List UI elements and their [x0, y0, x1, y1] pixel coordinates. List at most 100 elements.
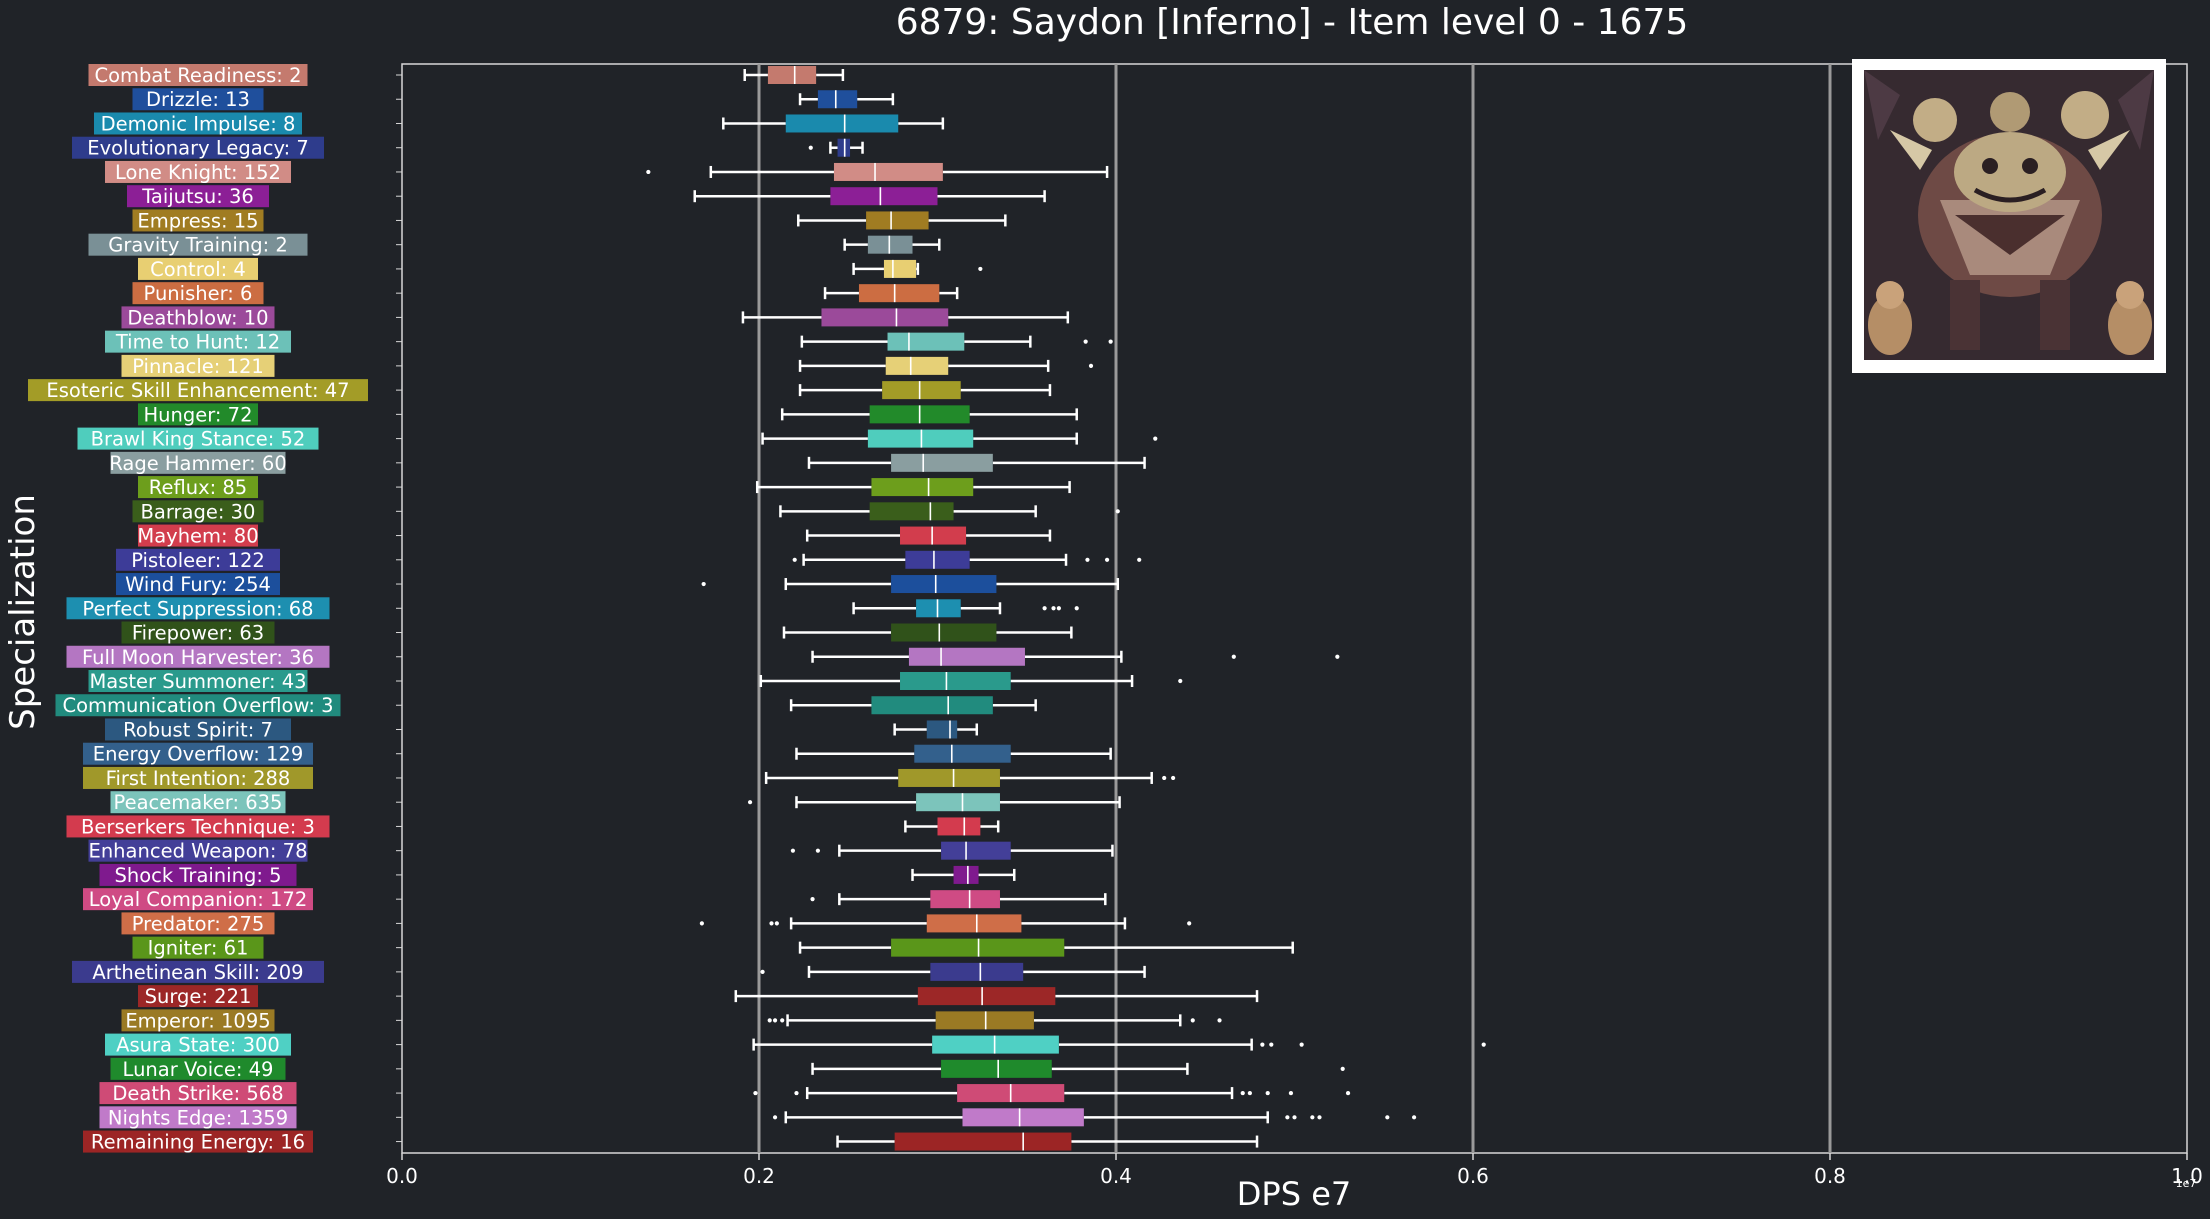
- x-offset-label: 1e7: [2176, 1177, 2197, 1190]
- category-label-background: [99, 863, 297, 886]
- box: [894, 1132, 1072, 1151]
- category-label-background: [121, 621, 275, 644]
- box-group: [396, 526, 1052, 545]
- outlier-point: [699, 921, 704, 926]
- category-label-background: [110, 451, 286, 474]
- box: [883, 259, 917, 278]
- category-label: Evolutionary Legacy: 7: [87, 137, 309, 160]
- category-label-background: [121, 912, 275, 935]
- category-label: Remaining Energy: 16: [91, 1131, 305, 1154]
- box-group: [396, 647, 1340, 666]
- category-label: Gravity Training: 2: [108, 234, 288, 257]
- box: [833, 162, 943, 181]
- box: [891, 453, 993, 472]
- category-label: Robust Spirit: 7: [123, 718, 273, 741]
- category-label-background: [138, 476, 258, 499]
- category-label-background: [132, 209, 264, 232]
- category-label: Loyal Companion: 172: [89, 888, 307, 911]
- outlier-point: [772, 1115, 778, 1120]
- category-label-background: [88, 233, 308, 256]
- category-label-background: [99, 1106, 297, 1129]
- outlier-point: [815, 848, 821, 853]
- box: [817, 90, 858, 109]
- category-label: Drizzle: 13: [146, 88, 250, 111]
- box: [871, 478, 974, 497]
- box: [930, 890, 1000, 909]
- category-label-background: [83, 1130, 313, 1153]
- category-label-background: [127, 185, 269, 208]
- box-group: [396, 841, 1114, 860]
- category-label: Hunger: 72: [143, 403, 252, 426]
- category-label-background: [72, 136, 324, 159]
- box-group: [396, 962, 1146, 981]
- category-label-background: [110, 1057, 286, 1080]
- x-tick-label: 0.4: [1100, 1164, 1132, 1188]
- category-label: Deathblow: 10: [127, 306, 268, 329]
- category-label: Energy Overflow: 129: [93, 743, 303, 766]
- box-group: [396, 259, 983, 278]
- category-label-background: [28, 379, 368, 402]
- category-label: Mayhem: 80: [137, 525, 258, 548]
- category-label-background: [138, 403, 258, 426]
- outlier-point: [753, 1090, 758, 1096]
- outlier-point: [1115, 509, 1120, 514]
- outlier-point: [1217, 1018, 1222, 1023]
- category-label-background: [132, 88, 264, 111]
- box-group: [396, 502, 1120, 521]
- box-group: [396, 744, 1112, 763]
- box: [866, 211, 929, 230]
- box: [885, 356, 949, 375]
- category-label: Control: 4: [150, 258, 246, 281]
- outlier-point: [1299, 1042, 1304, 1047]
- category-label-background: [72, 960, 324, 983]
- outlier-point: [646, 169, 651, 175]
- outlier-point: [780, 1018, 785, 1023]
- category-label-background: [55, 694, 341, 717]
- category-label: Wind Fury: 254: [125, 573, 271, 596]
- outlier-point: [767, 1018, 772, 1023]
- category-label-background: [66, 597, 330, 620]
- outlier-point: [1074, 606, 1079, 611]
- category-label: First Intention: 288: [106, 767, 291, 790]
- box-group: [396, 623, 1073, 642]
- outlier-point: [1153, 436, 1158, 441]
- box: [935, 1011, 1034, 1030]
- box: [905, 550, 970, 569]
- category-label: Igniter: 61: [148, 937, 249, 960]
- category-label-background: [121, 354, 275, 377]
- box-group: [396, 235, 941, 254]
- outlier-point: [1247, 1090, 1252, 1096]
- box: [916, 599, 961, 618]
- box-group: [396, 90, 895, 109]
- category-label: Punisher: 6: [144, 282, 253, 305]
- category-label-background: [94, 112, 302, 135]
- box-group: [396, 550, 1142, 569]
- box-group: [396, 914, 1192, 933]
- category-label-background: [138, 985, 258, 1008]
- outlier-point: [1310, 1115, 1315, 1120]
- outlier-point: [701, 581, 706, 587]
- box-group: [396, 114, 945, 133]
- boss-portrait: [1852, 59, 2166, 373]
- outlier-point: [978, 266, 983, 272]
- box: [858, 284, 940, 303]
- outlier-point: [1260, 1042, 1265, 1047]
- outlier-point: [794, 1090, 799, 1096]
- box: [898, 768, 1000, 787]
- outlier-point: [769, 921, 774, 926]
- outlier-point: [1317, 1115, 1322, 1120]
- boxes: [396, 66, 1486, 1151]
- outlier-point: [1385, 1115, 1390, 1120]
- box: [887, 332, 965, 351]
- box-group: [396, 308, 1070, 327]
- outlier-point: [747, 800, 753, 805]
- outlier-point: [1288, 1090, 1294, 1096]
- category-label-background: [121, 306, 275, 329]
- category-label: Berserkers Technique: 3: [81, 815, 315, 838]
- outlier-point: [1088, 363, 1094, 368]
- category-label: Arthetinean Skill: 209: [92, 961, 303, 984]
- category-label: Enhanced Weapon: 78: [89, 840, 308, 863]
- box-group: [396, 284, 959, 303]
